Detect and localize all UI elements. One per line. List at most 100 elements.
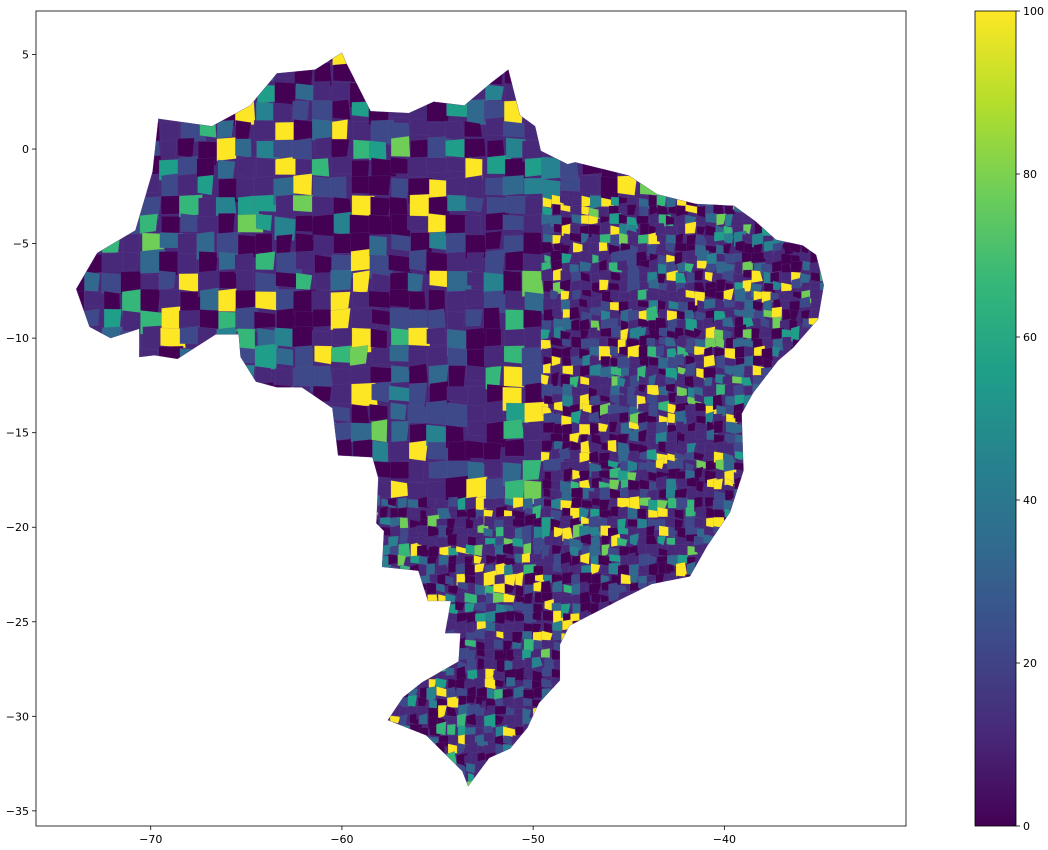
municipality-region [523,424,542,442]
municipality-region [408,440,429,462]
municipality-region [790,325,800,342]
y-tick-label: −15 [6,427,29,440]
municipality-region [722,269,735,282]
municipality-region [543,508,552,518]
municipality-region [770,271,780,283]
municipality-region [503,120,528,138]
municipality-region [409,363,429,384]
municipality-region [408,327,431,347]
municipality-region [513,601,523,611]
municipality-region [370,328,388,349]
municipality-region [627,479,641,492]
municipality-region [675,242,689,252]
municipality-region [639,206,649,217]
municipality-region [609,345,620,357]
municipality-region [502,695,514,707]
municipality-region [590,395,601,406]
municipality-region [388,440,410,461]
municipality-region [696,260,709,269]
municipality-region [515,571,524,587]
municipality-region [400,527,410,541]
municipality-region [465,309,483,327]
colorbar-ticks: 0 20 40 60 80 100 [1016,5,1044,833]
municipality-region [655,457,665,470]
municipality-region [466,252,485,272]
municipality-region [646,460,657,473]
municipality-region [388,385,411,402]
municipality-region [704,377,713,387]
municipality-region [466,693,477,704]
municipality-region [390,402,407,421]
municipality-region [629,355,639,364]
municipality-region [552,203,561,216]
municipality-region [464,120,483,138]
municipality-region [522,459,542,481]
municipality-region [581,232,590,244]
municipality-region [292,326,314,349]
municipality-region [523,542,532,556]
municipality-region [467,582,477,592]
municipality-region [492,592,504,604]
municipality-region [734,451,745,461]
municipality-region [541,677,553,688]
municipality-region [215,197,237,217]
municipality-region [695,402,707,412]
municipality-region [589,363,603,376]
municipality-region [560,290,570,301]
municipality-region [407,215,431,232]
municipality-region [426,686,437,700]
municipality-region [409,249,427,272]
municipality-region [771,306,783,319]
municipality-region [407,272,424,292]
municipality-region [428,544,440,560]
municipality-region [159,289,180,309]
municipality-region [665,241,676,253]
municipality-region [428,195,450,217]
municipality-region [312,100,332,123]
municipality-region [485,230,503,250]
municipality-region [502,175,524,196]
municipality-region [294,310,316,328]
municipality-region [598,206,610,219]
municipality-region [550,489,561,498]
municipality-region [464,440,484,459]
municipality-region [781,282,794,292]
municipality-region [667,403,677,414]
municipality-region [532,610,542,622]
municipality-region [601,386,613,399]
municipality-region [234,253,254,274]
municipality-region [674,353,685,366]
municipality-region [483,731,494,744]
municipality-region [648,356,661,367]
municipality-region [559,278,571,292]
municipality-region [465,175,484,202]
municipality-region [674,487,688,499]
municipality-region [399,517,409,529]
municipality-region [217,159,236,179]
municipality-region [714,231,726,242]
municipality-region [552,620,563,632]
municipality-region [703,317,713,329]
colorbar-tick-label: 40 [1023,494,1037,507]
municipality-region [368,290,391,309]
colorbar-tick-label: 80 [1023,168,1037,181]
municipality-region [540,329,550,340]
colorbar-tick-label: 20 [1023,657,1037,670]
colorbar-frame [974,10,1017,827]
municipality-region [675,272,687,285]
municipality-region [542,197,553,208]
x-tick-label: −50 [522,833,545,846]
municipality-region [665,336,677,347]
municipality-region [331,383,354,405]
y-axis-ticks: 5 0 −5 −10 −15 −20 −25 −30 −35 [6,48,36,818]
municipality-region [563,467,574,482]
municipality-region [723,298,735,308]
municipality-region [704,385,715,398]
y-tick-label: −10 [6,332,29,345]
municipality-region [674,543,688,554]
municipality-region [503,524,514,539]
municipality-region [552,580,563,593]
municipality-region [674,535,689,546]
colorbar-gradient [975,11,1016,826]
municipality-region [330,307,351,331]
